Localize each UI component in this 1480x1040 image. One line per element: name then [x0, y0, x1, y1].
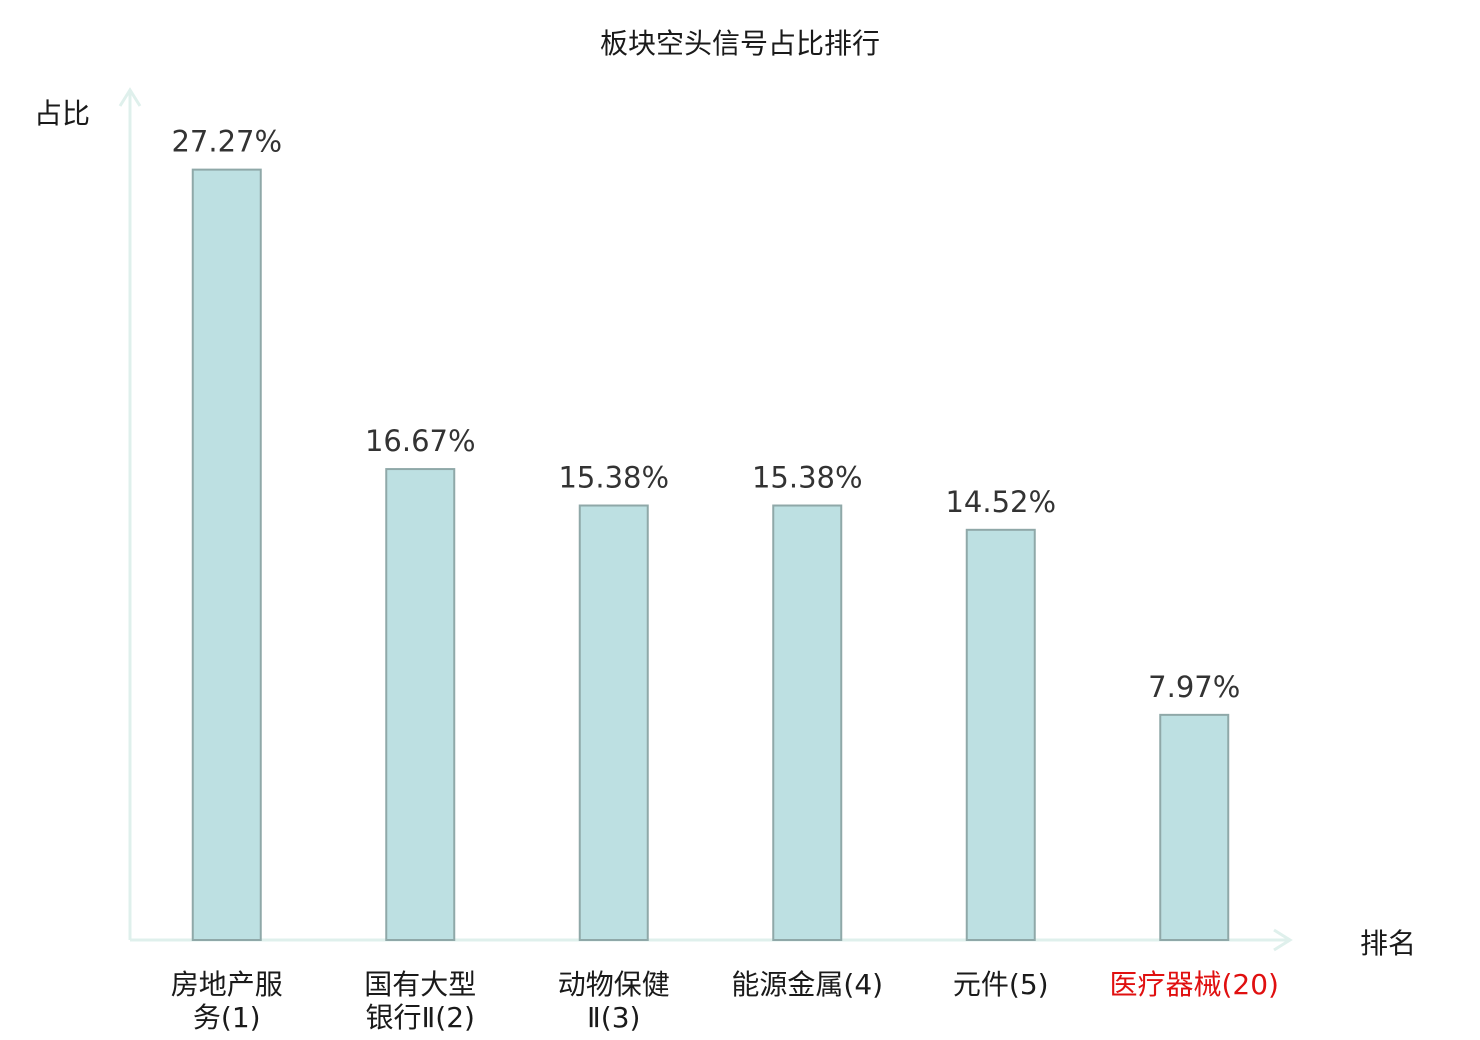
- bar: [578, 504, 649, 941]
- bars: [191, 168, 1230, 941]
- bar: [1159, 713, 1230, 941]
- x-tick-label: 房地产服: [171, 968, 283, 1001]
- y-axis-label: 占比: [34, 97, 91, 130]
- data-label: 15.38%: [752, 461, 863, 495]
- x-tick-label: 银行Ⅱ(2): [366, 1001, 475, 1034]
- y-axis-arrow: [118, 87, 142, 107]
- x-tick-label: Ⅱ(3): [587, 1001, 640, 1034]
- data-label: 16.67%: [365, 424, 476, 458]
- bar: [772, 504, 843, 941]
- x-tick-label: 能源金属(4): [731, 968, 883, 1001]
- x-tick-label: 国有大型: [364, 968, 476, 1001]
- value-labels: 27.27% 16.67% 15.38% 15.38% 14.52% 7.97%: [171, 125, 1240, 704]
- x-tick-label: 动物保健: [558, 968, 670, 1001]
- data-label: 15.38%: [558, 461, 669, 495]
- data-label: 14.52%: [945, 485, 1056, 519]
- x-tick-label: 元件(5): [953, 968, 1049, 1001]
- x-axis-arrow: [1273, 928, 1293, 952]
- data-label: 7.97%: [1148, 670, 1240, 704]
- x-tick-label: 务(1): [193, 1001, 261, 1034]
- bar: [191, 168, 262, 941]
- x-axis-label: 排名: [1360, 927, 1417, 960]
- data-label: 27.27%: [171, 125, 282, 159]
- bar: [965, 528, 1036, 941]
- bar: [385, 468, 456, 941]
- x-tick-label: 医疗器械(20): [1110, 968, 1279, 1001]
- chart-title: 板块空头信号占比排行: [599, 27, 880, 60]
- axes: [118, 87, 1293, 952]
